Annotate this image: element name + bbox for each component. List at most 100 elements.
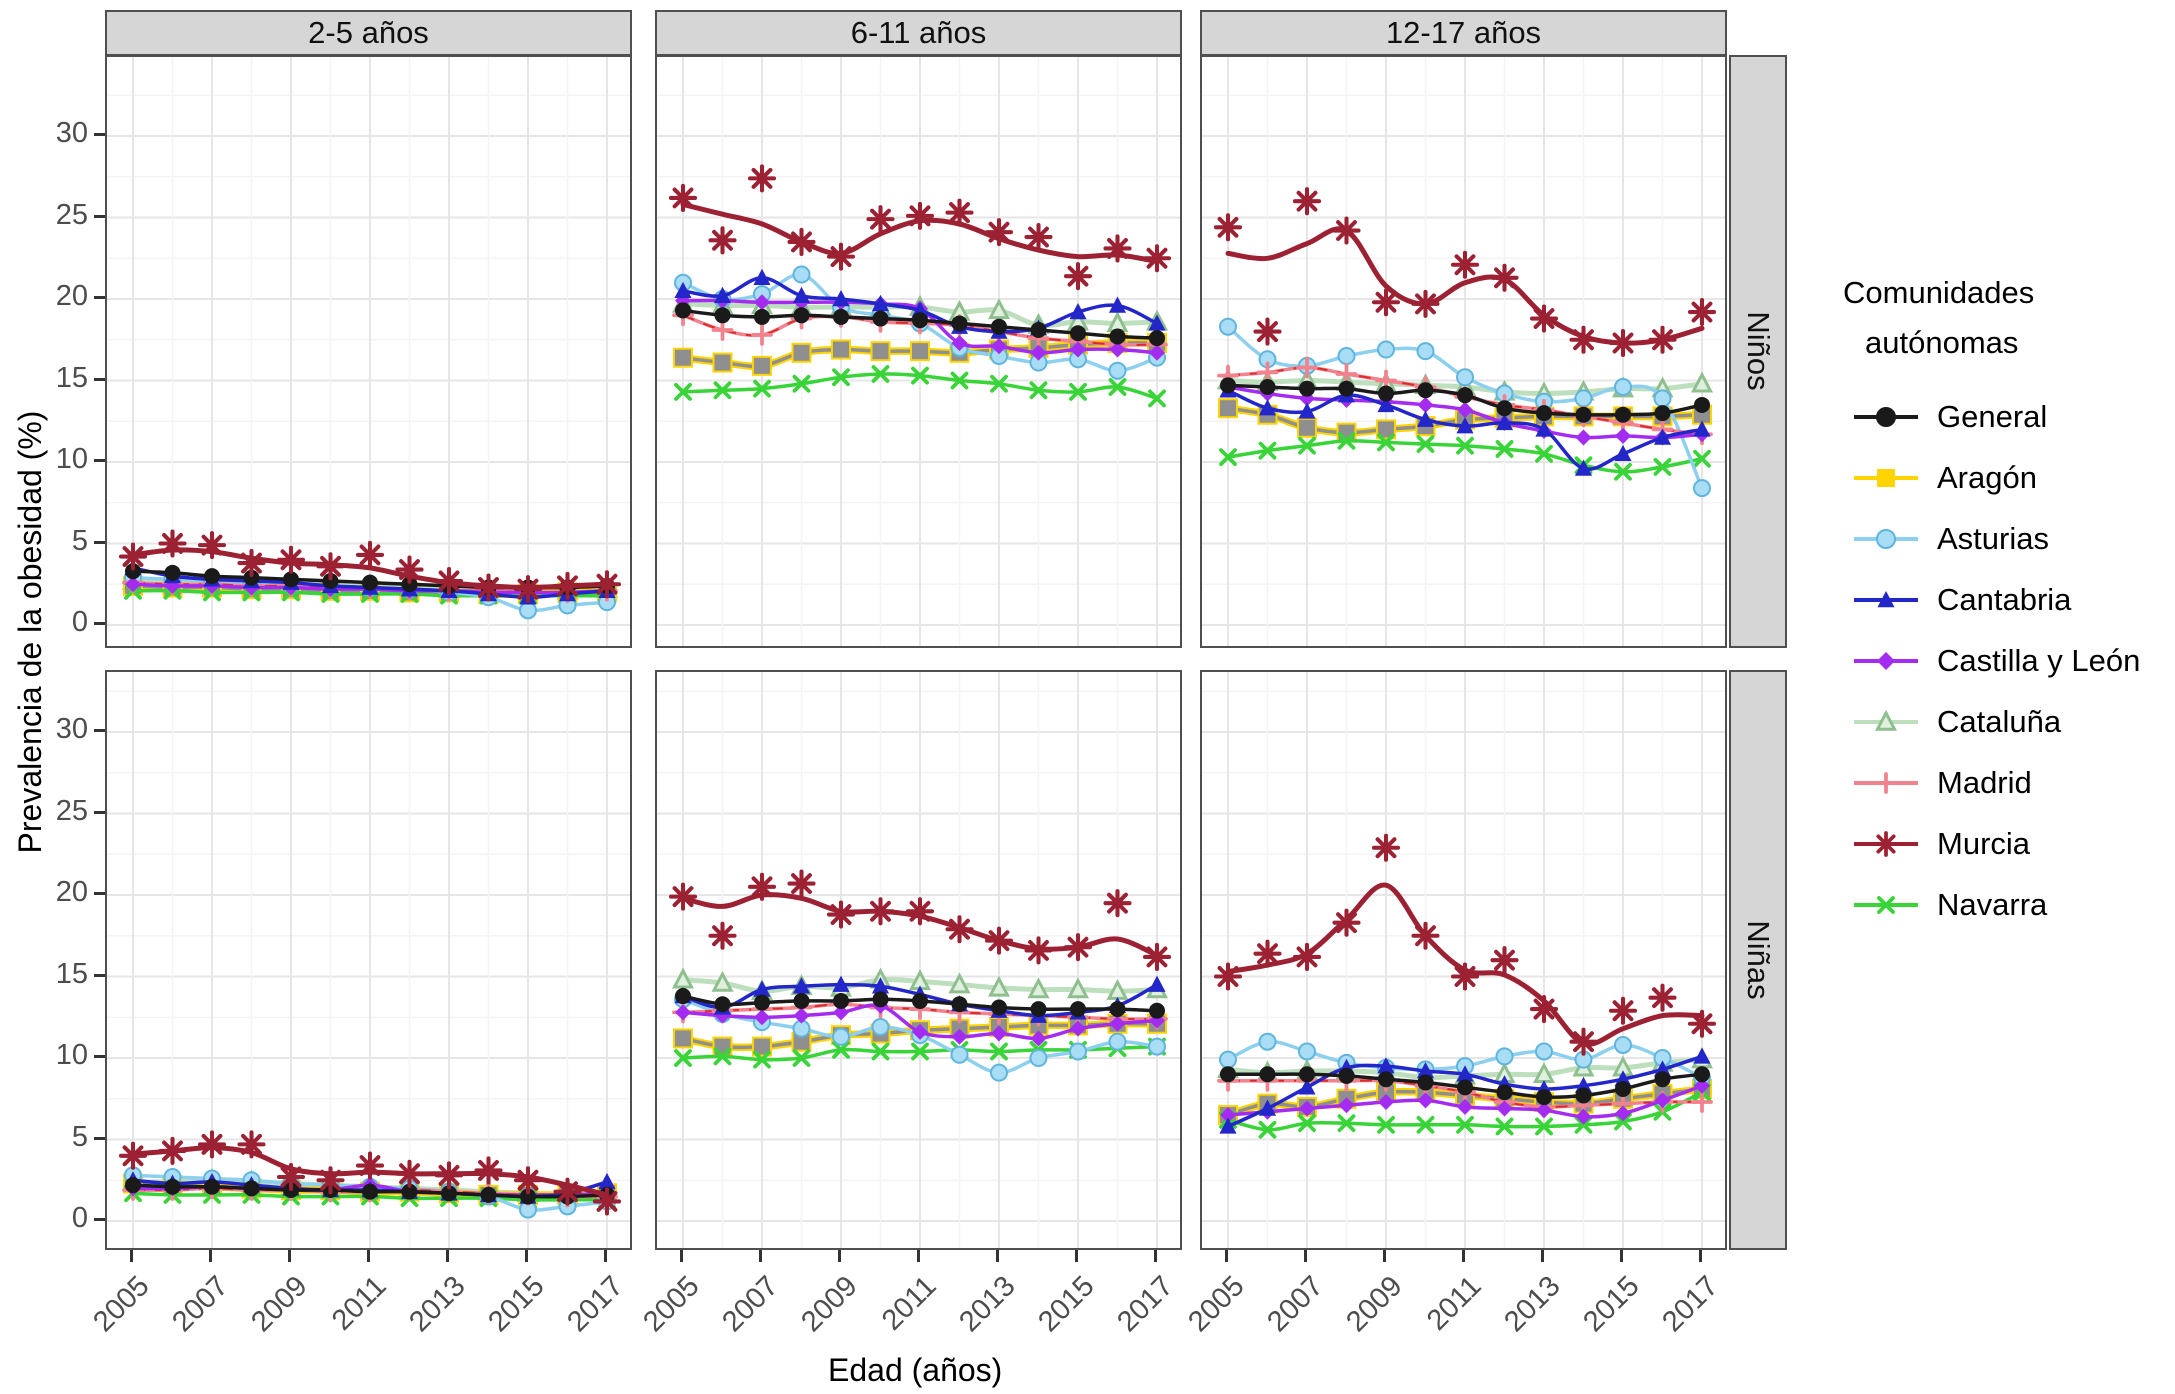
legend-label-general: General [1937,398,2048,434]
x-tick [1074,1250,1078,1262]
x-tick-label: 2013 [403,1270,472,1339]
x-tick [1698,1250,1702,1262]
legend-key-dot-icon [1854,528,1918,549]
legend-item-castilla: Castilla y León [1815,630,2175,691]
series-cantabria [674,268,1166,339]
legend-label-asturias: Asturias [1937,520,2049,556]
x-tick-label: 2017 [1111,1270,1180,1339]
x-tick-label: 2009 [795,1270,864,1339]
series-general [675,988,1165,1019]
y-tick-label: 5 [71,1120,88,1153]
x-axis-title: Edad (años) [828,1352,1003,1388]
facet-panel-2-5años-Niñas [105,670,632,1250]
series-murcia [118,1130,622,1216]
legend-item-cantabria: Cantabria [1815,569,2175,630]
y-tick-label: 25 [55,198,88,231]
facet-strip-sex-ninos [1729,55,1787,648]
facet-strip-age-6-11: 6-11 años [655,10,1182,56]
legend-label-castilla: Castilla y León [1937,642,2141,678]
x-tick [1224,1250,1228,1262]
legend-label-navarra: Navarra [1937,886,2048,922]
x-tick-label: 2015 [1032,1270,1101,1339]
legend-item-general: General [1815,386,2175,447]
x-tick-label: 2011 [1420,1270,1488,1337]
legend-label-cantabria: Cantabria [1937,581,2072,617]
x-tick [366,1250,370,1262]
x-tick-label: 2013 [953,1270,1022,1339]
legend-label-murcia: Murcia [1937,825,2031,861]
y-tick-label: 20 [55,876,88,908]
x-tick [1382,1250,1386,1262]
x-tick [1540,1250,1544,1262]
x-tick-label: 2007 [166,1270,235,1339]
y-tick-label: 10 [55,443,88,475]
x-tick-label: 2017 [561,1270,630,1339]
facet-strip-age-12-17: 12-17 años [1200,10,1727,56]
legend-key-plus-icon [1854,771,1918,794]
x-tick-label: 2015 [482,1270,551,1339]
y-tick [94,810,105,814]
x-tick [758,1250,762,1262]
legend-items: General Aragón Asturias Cantabria Castilla y… [1815,386,2175,935]
facet-strip-sex-ninas [1729,670,1787,1250]
series-general [1220,1066,1710,1106]
facet-panel-6-11años-Niñas [655,670,1182,1250]
x-tick [916,1250,920,1262]
x-tick [679,1250,683,1262]
y-tick [94,133,105,136]
series-murcia [1213,187,1717,358]
facet-panel-12-17años-Niños [1200,55,1727,648]
series-murcia [668,164,1172,291]
facet-panel-12-17años-Niñas [1200,670,1727,1250]
legend-key-diamond-icon [1854,651,1918,670]
y-tick-label: 10 [55,1039,88,1071]
legend-title-line1: Comunidades [1843,275,2035,310]
legend-label-cataluna: Cataluña [1937,703,2062,739]
x-tick [603,1250,607,1262]
x-tick-label: 2011 [325,1270,393,1337]
x-tick [837,1250,841,1262]
legend-key-tri-icon [1854,590,1918,607]
x-tick-label: 2009 [1340,1270,1409,1339]
facet-strip-age-2-5: 2-5 años [105,10,632,56]
y-tick-label: 20 [55,280,88,312]
y-tick [94,729,105,732]
series-castilla [1220,1077,1710,1125]
y-tick-label: 15 [55,957,88,990]
facet-strip-label: 6-11 años [850,15,987,50]
series-murcia [668,869,1172,971]
x-tick-label: 2007 [1261,1270,1330,1339]
legend-key-tri-open-icon [1854,709,1918,731]
y-tick [94,459,105,462]
series-general [675,302,1165,347]
facet-strip-label-ninas: Niñas [1741,920,1776,1000]
facet-strip-label-ninos: Niños [1741,311,1776,391]
x-tick-label: 2011 [875,1270,943,1337]
x-tick [208,1250,212,1262]
series-general [1220,377,1710,423]
legend-item-aragon: Aragón [1815,447,2175,508]
x-tick [524,1250,528,1262]
series-murcia [118,529,622,604]
y-tick [94,1136,105,1140]
facet-strip-label: 12-17 años [1385,15,1542,50]
y-tick-label: 30 [55,713,88,745]
legend-label-madrid: Madrid [1937,764,2032,800]
legend-item-cataluna: Cataluña [1815,691,2175,752]
y-tick [94,540,105,544]
y-tick [94,1055,105,1058]
legend-item-madrid: Madrid [1815,752,2175,813]
y-tick [94,892,105,895]
legend-key-square-icon [1854,468,1918,487]
facet-strip-label: 2-5 años [308,15,429,50]
x-tick [995,1250,999,1262]
legend-label-aragon: Aragón [1937,459,2037,495]
series-cantabria [1219,381,1711,476]
y-tick [94,622,105,625]
legend-item-navarra: Navarra [1815,874,2175,935]
x-tick-label: 2009 [245,1270,314,1339]
y-tick [94,377,105,381]
y-tick-label: 0 [71,1202,88,1234]
x-tick [445,1250,449,1262]
x-tick-label: 2017 [1656,1270,1725,1339]
